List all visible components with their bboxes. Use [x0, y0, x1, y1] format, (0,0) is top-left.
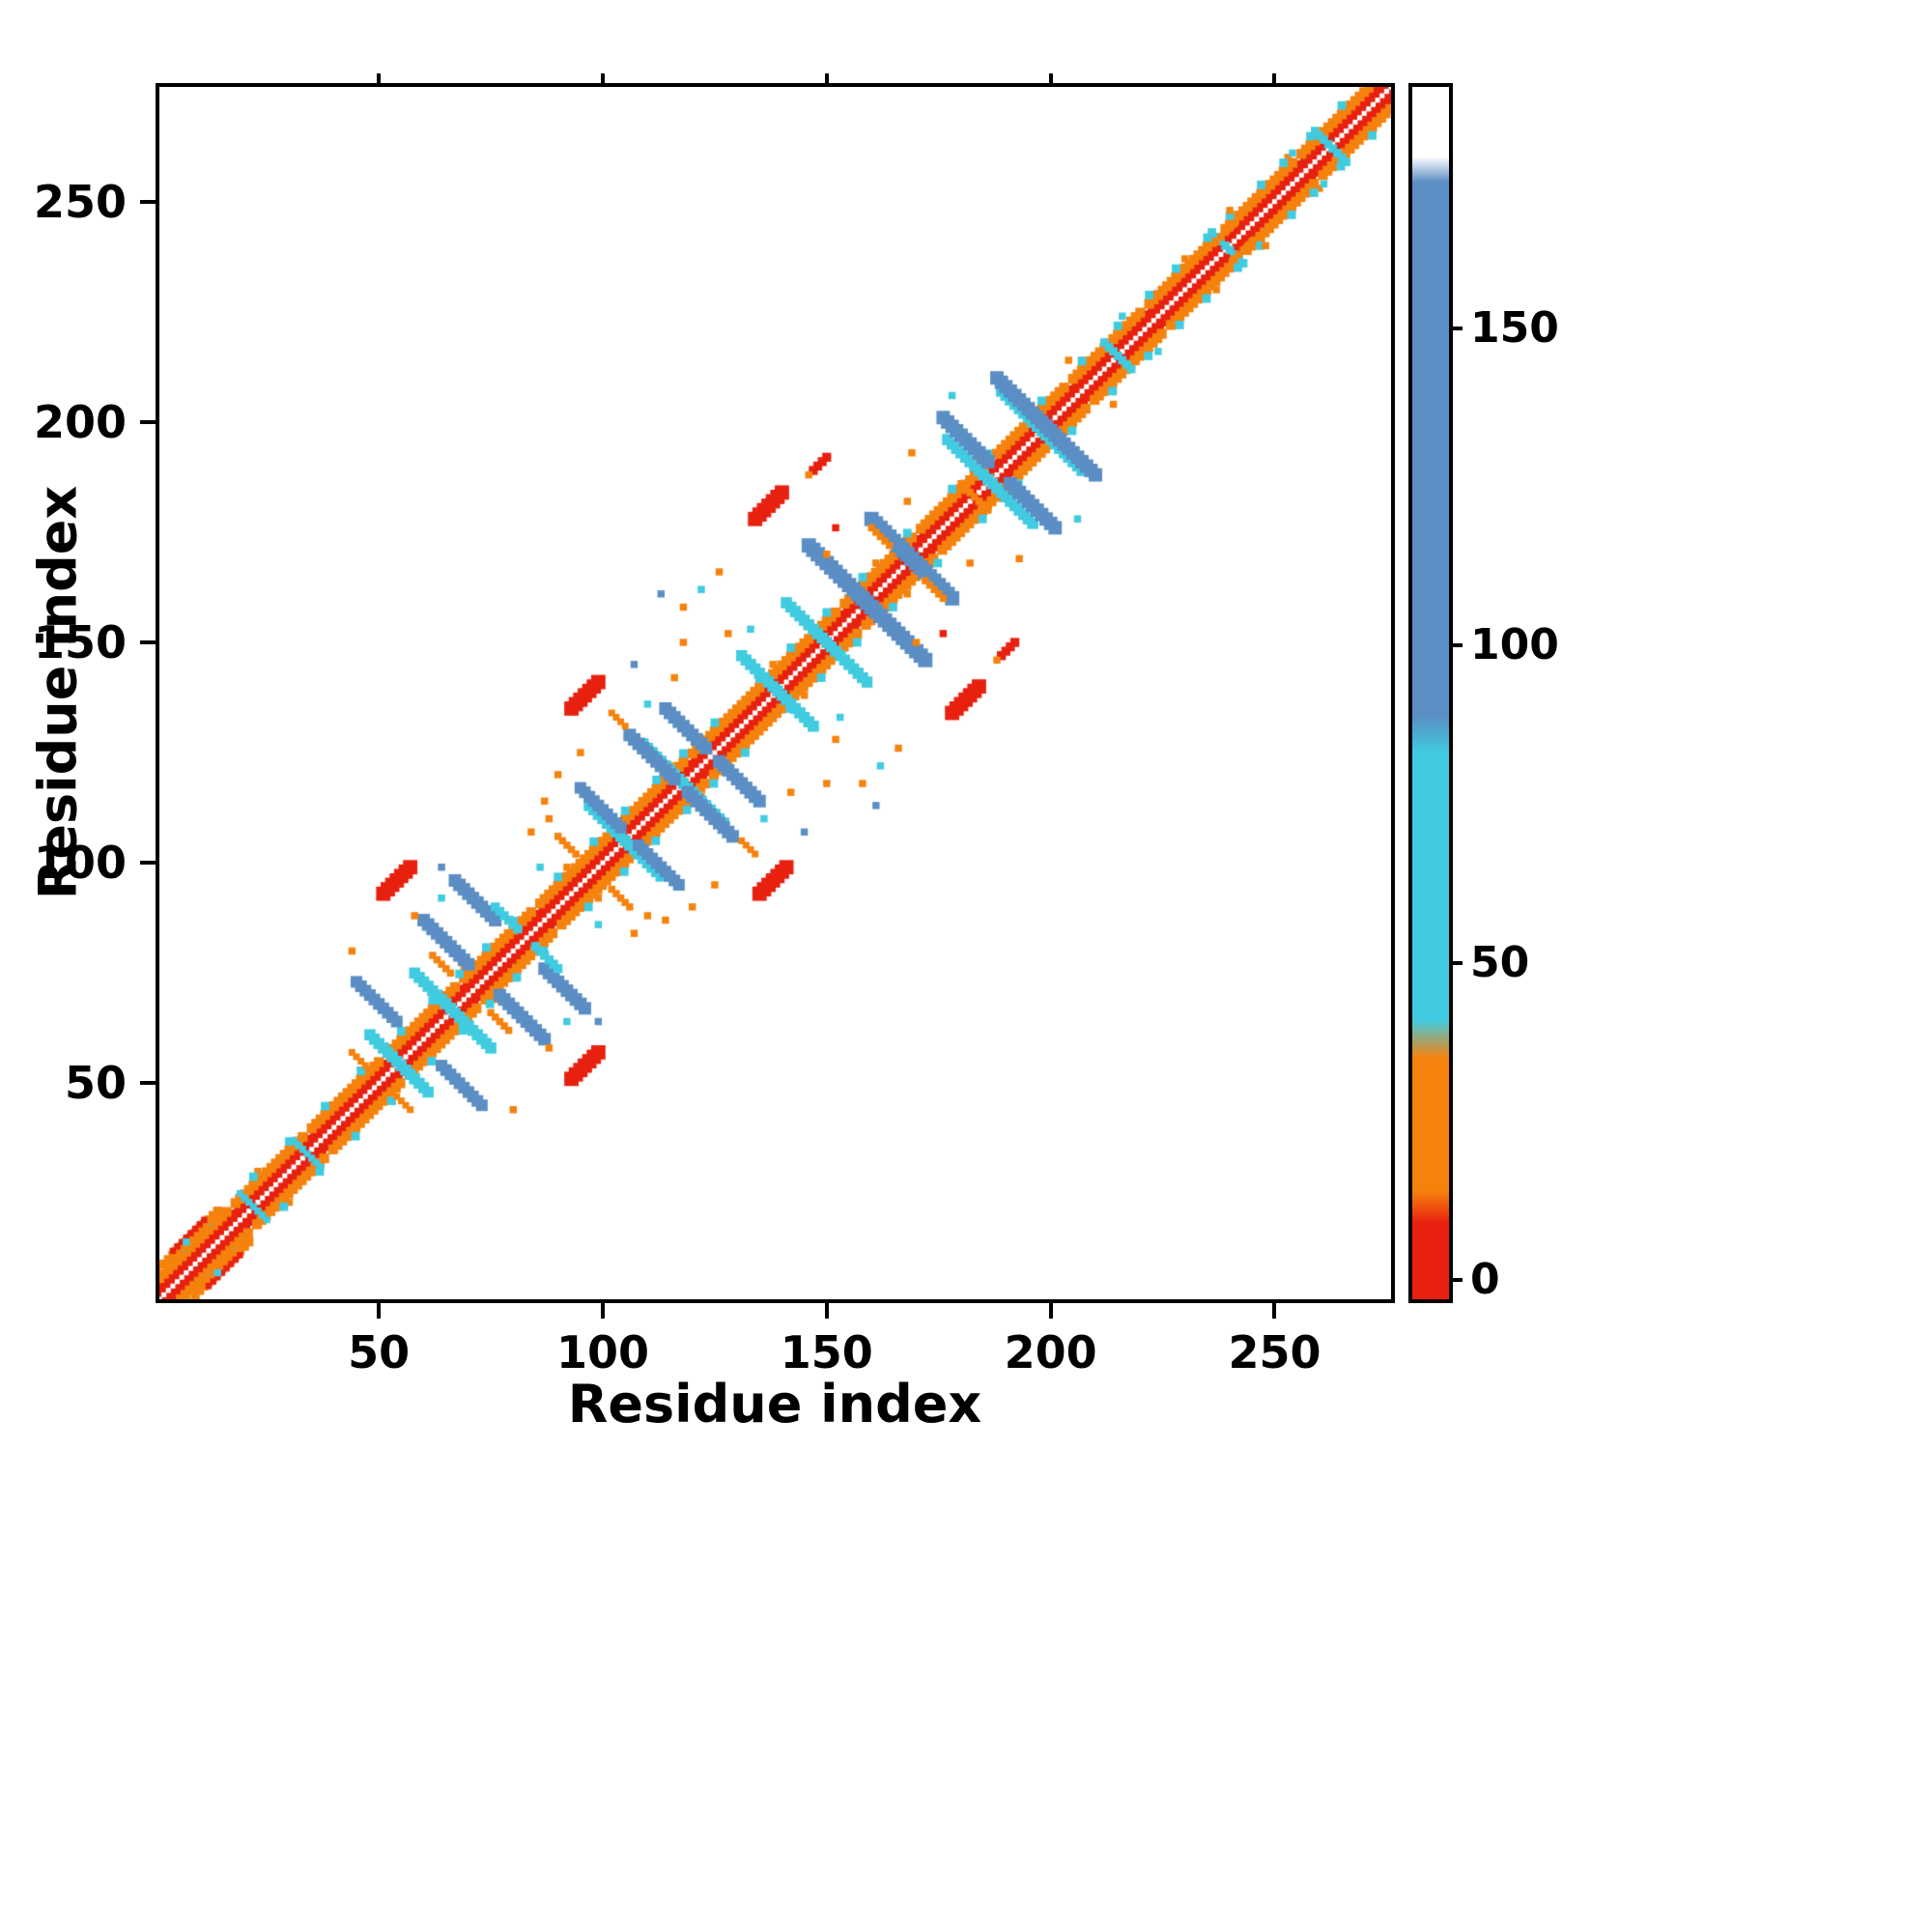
x-tick-mark-top: [1048, 73, 1053, 87]
contact-map-canvas: [159, 87, 1391, 1299]
colorbar: [1408, 83, 1453, 1303]
y-tick-label: 50: [64, 1057, 127, 1110]
x-tick-mark-top: [1272, 73, 1277, 87]
colorbar-tick-mark: [1449, 643, 1463, 648]
y-tick-label: 150: [33, 616, 127, 669]
colorbar-tick-mark: [1449, 960, 1463, 965]
colorbar-tick-mark: [1449, 1278, 1463, 1283]
y-tick-mark: [140, 199, 159, 204]
x-tick-mark: [824, 1299, 829, 1319]
y-tick-mark: [140, 1081, 159, 1086]
x-tick-mark-top: [601, 73, 605, 87]
y-tick-label: 250: [33, 175, 127, 228]
x-tick-label: 50: [348, 1326, 411, 1378]
colorbar-tick-label: 50: [1470, 937, 1530, 987]
x-tick-mark: [1048, 1299, 1053, 1319]
x-tick-label: 200: [1004, 1326, 1097, 1378]
x-tick-label: 250: [1228, 1326, 1321, 1378]
colorbar-tick-label: 100: [1470, 620, 1559, 670]
y-tick-mark: [140, 861, 159, 866]
y-tick-mark: [140, 640, 159, 645]
x-tick-label: 150: [780, 1326, 873, 1378]
y-tick-label: 200: [33, 395, 127, 448]
colorbar-tick-mark: [1449, 326, 1463, 330]
x-tick-label: 100: [555, 1326, 650, 1378]
y-tick-mark: [140, 419, 159, 424]
x-tick-mark: [601, 1299, 605, 1319]
x-tick-mark: [377, 1299, 382, 1319]
colorbar-tick-label: 0: [1470, 1255, 1500, 1305]
x-tick-mark-top: [824, 73, 829, 87]
x-tick-mark: [1272, 1299, 1277, 1319]
x-tick-mark-top: [377, 73, 382, 87]
colorbar-tick-label: 150: [1470, 302, 1559, 353]
y-tick-label: 100: [33, 837, 127, 890]
x-axis-title: Residue index: [567, 1374, 982, 1435]
plot-frame: [156, 83, 1395, 1303]
